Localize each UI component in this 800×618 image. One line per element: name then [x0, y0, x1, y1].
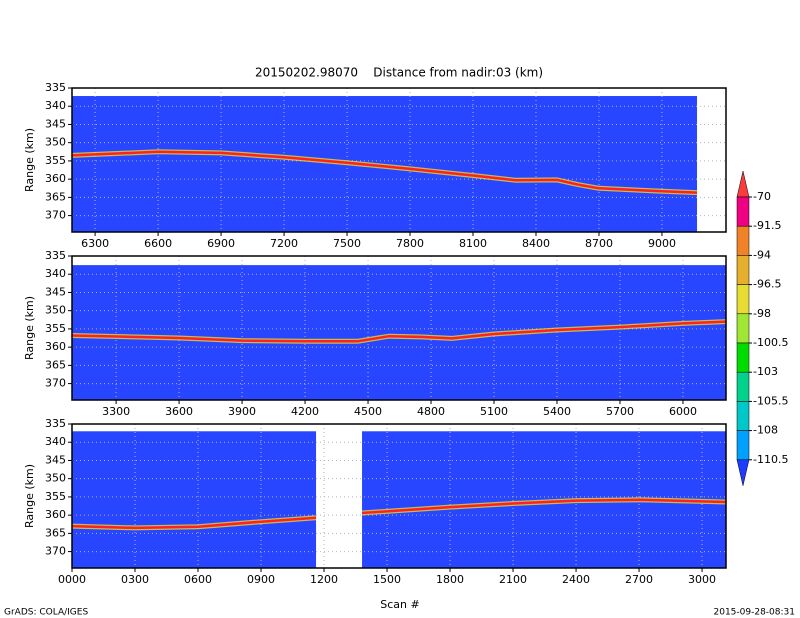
x-tick-label: 6900 — [207, 237, 235, 250]
y-tick-label: 360 — [45, 508, 66, 521]
x-tick-label: 1800 — [436, 573, 464, 586]
plot-frame — [71, 255, 727, 401]
y-tick-label: 360 — [45, 172, 66, 185]
y-tick-label: 345 — [45, 285, 66, 298]
x-tick-label: 2700 — [625, 573, 653, 586]
colorbar-label: -103 — [753, 365, 778, 378]
y-tick-label: 355 — [45, 322, 66, 335]
x-tick-label: 3000 — [688, 573, 716, 586]
y-tick-label: 345 — [45, 453, 66, 466]
surface-echo-line — [71, 498, 727, 530]
plot-frame — [71, 423, 727, 569]
y-tick-label: 350 — [45, 472, 66, 485]
colorbar-label: -98 — [753, 307, 771, 320]
y-tick-label: 360 — [45, 340, 66, 353]
y-tick-label: 365 — [45, 526, 66, 539]
x-tick-label: 1200 — [310, 573, 338, 586]
x-tick-label: 7200 — [270, 237, 298, 250]
colorbar-label: -70 — [753, 190, 771, 203]
x-tick-label: 4200 — [291, 405, 319, 418]
colorbar-label: -108 — [753, 424, 778, 437]
y-tick-label: 335 — [45, 81, 66, 94]
x-tick-label: 8400 — [522, 237, 550, 250]
colorbar-label: -105.5 — [753, 394, 788, 407]
x-axis-label: Scan # — [380, 598, 419, 611]
colorbar-segment — [736, 225, 750, 256]
colorbar-label: -91.5 — [753, 219, 781, 232]
y-axis-label: Range (km) — [23, 296, 36, 360]
footer-right: 2015-09-28-08:31 — [714, 608, 796, 618]
x-tick-label: 4500 — [354, 405, 382, 418]
y-tick-label: 355 — [45, 154, 66, 167]
colorbar-segment — [736, 284, 750, 315]
x-tick-label: 8700 — [585, 237, 613, 250]
y-tick-label: 335 — [45, 417, 66, 430]
x-tick-label: 7800 — [396, 237, 424, 250]
colorbar-cap — [736, 170, 750, 198]
colorbar-label: -110.5 — [753, 453, 788, 466]
colorbar-segment — [736, 430, 750, 461]
plot-frame — [71, 87, 727, 233]
x-tick-label: 5700 — [606, 405, 634, 418]
y-tick-label: 340 — [45, 99, 66, 112]
x-tick-label: 8100 — [459, 237, 487, 250]
y-tick-label: 340 — [45, 435, 66, 448]
colorbar-segment — [736, 401, 750, 431]
chart-title: 20150202.98070 Distance from nadir:03 (k… — [255, 66, 543, 80]
surface-echo-line — [71, 320, 727, 343]
y-tick-label: 370 — [45, 209, 66, 222]
colorbar-segment — [736, 313, 750, 344]
x-tick-label: 7500 — [333, 237, 361, 250]
y-axis-label: Range (km) — [23, 464, 36, 528]
y-tick-label: 370 — [45, 377, 66, 390]
y-tick-label: 370 — [45, 545, 66, 558]
y-tick-label: 345 — [45, 117, 66, 130]
x-tick-label: 6300 — [81, 237, 109, 250]
colorbar-segment — [736, 255, 750, 285]
x-tick-label: 1500 — [373, 573, 401, 586]
x-tick-label: 5400 — [543, 405, 571, 418]
x-tick-label: 3300 — [102, 405, 130, 418]
x-tick-label: 0600 — [184, 573, 212, 586]
x-tick-label: 0900 — [247, 573, 275, 586]
x-tick-label: 3900 — [228, 405, 256, 418]
x-tick-label: 3600 — [165, 405, 193, 418]
y-axis-label: Range (km) — [23, 128, 36, 192]
x-tick-label: 0300 — [121, 573, 149, 586]
x-tick-label: 2400 — [562, 573, 590, 586]
x-tick-label: 6000 — [669, 405, 697, 418]
data-coverage — [72, 265, 726, 400]
x-tick-label: 4800 — [417, 405, 445, 418]
surface-echo-line — [71, 150, 698, 194]
colorbar-label: -94 — [753, 248, 771, 261]
y-tick-label: 340 — [45, 267, 66, 280]
y-tick-label: 350 — [45, 304, 66, 317]
y-tick-label: 355 — [45, 490, 66, 503]
colorbar-segment — [736, 342, 750, 373]
x-tick-label: 5100 — [480, 405, 508, 418]
x-tick-label: 9000 — [648, 237, 676, 250]
x-tick-label: 6600 — [144, 237, 172, 250]
y-tick-label: 335 — [45, 249, 66, 262]
colorbar-segment — [736, 371, 750, 402]
colorbar-segment — [736, 196, 750, 227]
footer-left: GrADS: COLA/IGES — [4, 608, 88, 618]
x-tick-label: 0000 — [58, 573, 86, 586]
colorbar-label: -96.5 — [753, 278, 781, 291]
y-tick-label: 350 — [45, 136, 66, 149]
data-coverage — [72, 431, 317, 568]
colorbar-cap — [736, 459, 750, 486]
colorbar-label: -100.5 — [753, 336, 788, 349]
x-tick-label: 2100 — [499, 573, 527, 586]
y-tick-label: 365 — [45, 190, 66, 203]
y-tick-label: 365 — [45, 358, 66, 371]
